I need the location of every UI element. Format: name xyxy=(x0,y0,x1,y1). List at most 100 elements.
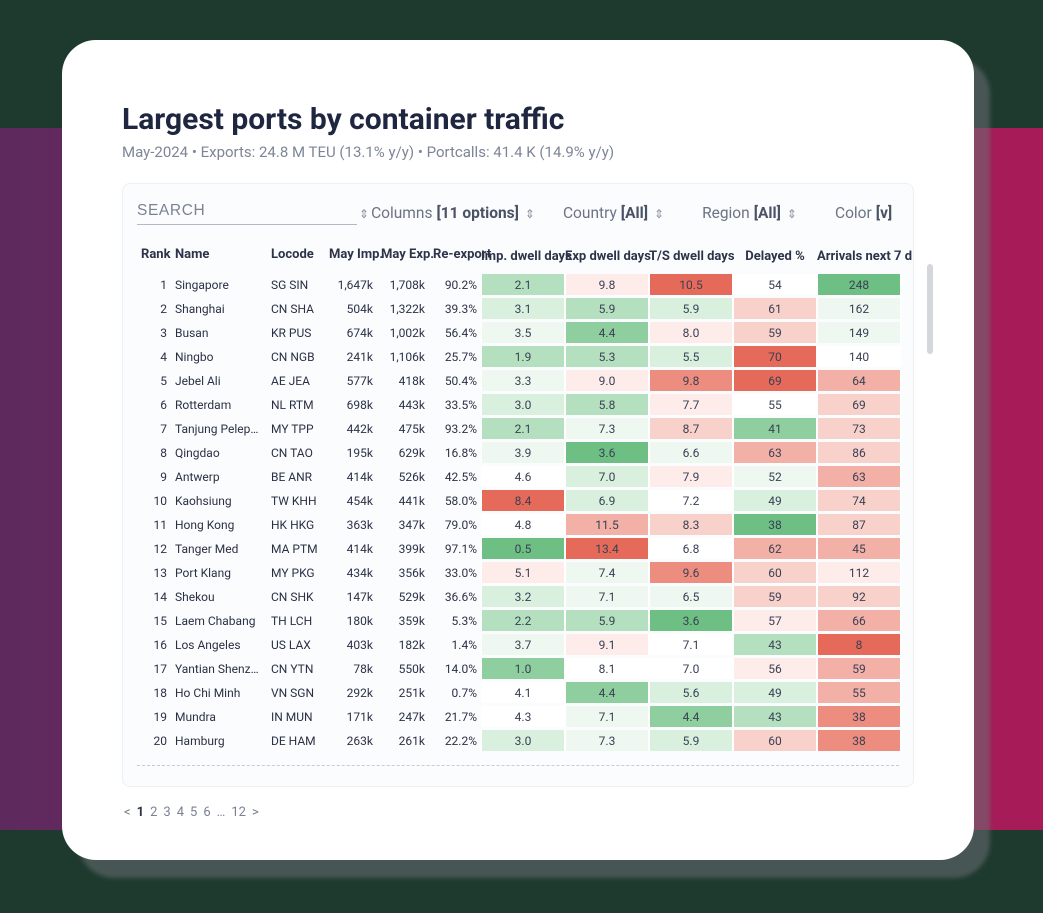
heat-cell: 8.0 xyxy=(649,322,733,343)
cell-rank: 11 xyxy=(137,513,171,537)
col-header-exp_dd[interactable]: Exp dwell days xyxy=(565,241,649,273)
cell-name: Laem Chabang xyxy=(171,609,267,633)
table-row[interactable]: 14ShekouCN SHK147k529k36.6%3.27.16.55992 xyxy=(137,585,901,609)
pager-prev[interactable]: < xyxy=(124,805,131,820)
heat-cell: 60 xyxy=(733,562,817,583)
cell-locode: TW KHH xyxy=(267,489,325,513)
cell-mimp: 674k xyxy=(325,321,377,345)
cell-imp_dd: 3.0 xyxy=(481,729,565,753)
heat-cell: 248 xyxy=(817,274,901,295)
table-row[interactable]: 3BusanKR PUS674k1,002k56.4%3.54.48.05914… xyxy=(137,321,901,345)
table-row[interactable]: 2ShanghaiCN SHA504k1,322k39.3%3.15.95.96… xyxy=(137,297,901,321)
table-row[interactable]: 16Los AngelesUS LAX403k182k1.4%3.79.17.1… xyxy=(137,633,901,657)
col-header-name[interactable]: Name xyxy=(171,241,267,273)
cell-ts_dd: 7.1 xyxy=(649,633,733,657)
heat-cell: 57 xyxy=(733,610,817,631)
cell-exp_dd: 9.8 xyxy=(565,273,649,297)
table-row[interactable]: 5Jebel AliAE JEA577k418k50.4%3.39.09.869… xyxy=(137,369,901,393)
col-header-imp_dd[interactable]: Imp. dwell days xyxy=(481,241,565,273)
cell-mexp: 475k xyxy=(377,417,429,441)
cell-name: Port Klang xyxy=(171,561,267,585)
heat-cell: 5.6 xyxy=(649,682,733,703)
pager-page[interactable]: 2 xyxy=(150,805,157,820)
table-row[interactable]: 13Port KlangMY PKG434k356k33.0%5.17.49.6… xyxy=(137,561,901,585)
pager-page[interactable]: 4 xyxy=(177,805,184,820)
table-row[interactable]: 18Ho Chi MinhVN SGN292k251k0.7%4.14.45.6… xyxy=(137,681,901,705)
col-header-ts_dd[interactable]: T/S dwell days xyxy=(649,241,733,273)
table-row[interactable]: 1SingaporeSG SIN1,647k1,708k90.2%2.19.81… xyxy=(137,273,901,297)
heat-cell: 8.1 xyxy=(565,658,649,679)
cell-exp_dd: 5.3 xyxy=(565,345,649,369)
cell-imp_dd: 3.9 xyxy=(481,441,565,465)
pager-page[interactable]: 12 xyxy=(231,805,246,820)
cell-exp_dd: 5.9 xyxy=(565,609,649,633)
table-row[interactable]: 4NingboCN NGB241k1,106k25.7%1.95.35.5701… xyxy=(137,345,901,369)
cell-reexp: 50.4% xyxy=(429,369,481,393)
cell-locode: US LAX xyxy=(267,633,325,657)
cell-mexp: 418k xyxy=(377,369,429,393)
heat-cell: 59 xyxy=(733,586,817,607)
table-row[interactable]: 10KaohsiungTW KHH454k441k58.0%8.46.97.24… xyxy=(137,489,901,513)
col-header-rank[interactable]: Rank xyxy=(137,241,171,273)
col-header-locode[interactable]: Locode xyxy=(267,241,325,273)
table-row[interactable]: 19MundraIN MUN171k247k21.7%4.37.14.44338 xyxy=(137,705,901,729)
heat-cell: 5.9 xyxy=(649,298,733,319)
color-filter[interactable]: Color [v] xyxy=(835,204,892,222)
cell-reexp: 22.2% xyxy=(429,729,481,753)
region-filter[interactable]: Region [All] xyxy=(702,204,799,222)
heat-cell: 59 xyxy=(733,322,817,343)
cell-name: Yantian Shenzhen xyxy=(171,657,267,681)
heat-cell: 41 xyxy=(733,418,817,439)
pager-next[interactable]: > xyxy=(252,805,259,820)
heat-cell: 3.6 xyxy=(565,442,649,463)
table-row[interactable]: 12Tanger MedMA PTM414k399k97.1%0.513.46.… xyxy=(137,537,901,561)
columns-filter[interactable]: Columns [11 options] xyxy=(371,204,537,222)
col-header-mexp[interactable]: May Exp. xyxy=(377,241,429,273)
heat-cell: 6.6 xyxy=(649,442,733,463)
cell-rank: 20 xyxy=(137,729,171,753)
table-row[interactable]: 20HamburgDE HAM263k261k22.2%3.07.35.9603… xyxy=(137,729,901,753)
cell-mimp: 180k xyxy=(325,609,377,633)
pager-page[interactable]: 5 xyxy=(190,805,197,820)
pager-page[interactable]: 3 xyxy=(163,805,170,820)
table-body: 1SingaporeSG SIN1,647k1,708k90.2%2.19.81… xyxy=(137,273,901,753)
heat-cell: 59 xyxy=(817,658,901,679)
heat-cell: 55 xyxy=(817,682,901,703)
table-row[interactable]: 9AntwerpBE ANR414k526k42.5%4.67.07.95263 xyxy=(137,465,901,489)
country-filter[interactable]: Country [All] xyxy=(563,204,666,222)
col-header-reexp[interactable]: Re-export xyxy=(429,241,481,273)
scrollbar-thumb[interactable] xyxy=(927,264,933,354)
cell-mimp: 454k xyxy=(325,489,377,513)
table-row[interactable]: 6RotterdamNL RTM698k443k33.5%3.05.87.755… xyxy=(137,393,901,417)
table-row[interactable]: 7Tanjung PelepasMY TPP442k475k93.2%2.17.… xyxy=(137,417,901,441)
cell-name: Hamburg xyxy=(171,729,267,753)
table-row[interactable]: 17Yantian ShenzhenCN YTN78k550k14.0%1.08… xyxy=(137,657,901,681)
table-row[interactable]: 11Hong KongHK HKG363k347k79.0%4.811.58.3… xyxy=(137,513,901,537)
table-row[interactable]: 15Laem ChabangTH LCH180k359k5.3%2.25.93.… xyxy=(137,609,901,633)
cell-mexp: 1,708k xyxy=(377,273,429,297)
col-header-delayed[interactable]: Delayed % xyxy=(733,241,817,273)
cell-exp_dd: 7.3 xyxy=(565,417,649,441)
pager-page[interactable]: … xyxy=(217,805,226,820)
heat-cell: 7.2 xyxy=(649,490,733,511)
table-row[interactable]: 8QingdaoCN TAO195k629k16.8%3.93.66.66386 xyxy=(137,441,901,465)
heat-cell: 52 xyxy=(733,466,817,487)
cell-mimp: 292k xyxy=(325,681,377,705)
cell-ts_dd: 10.5 xyxy=(649,273,733,297)
sort-icon[interactable] xyxy=(357,204,371,222)
cell-rank: 14 xyxy=(137,585,171,609)
cell-mexp: 359k xyxy=(377,609,429,633)
cell-name: Qingdao xyxy=(171,441,267,465)
col-header-mimp[interactable]: May Imp. xyxy=(325,241,377,273)
col-header-arr7[interactable]: Arrivals next 7 d xyxy=(817,241,901,273)
heat-cell: 38 xyxy=(817,730,901,751)
heat-cell: 4.8 xyxy=(481,514,565,535)
pager-page[interactable]: 1 xyxy=(137,805,144,820)
heat-cell: 4.4 xyxy=(565,322,649,343)
search-input[interactable] xyxy=(137,200,357,225)
heat-cell: 7.3 xyxy=(565,418,649,439)
cell-exp_dd: 5.9 xyxy=(565,297,649,321)
heat-cell: 6.8 xyxy=(649,538,733,559)
heat-cell: 64 xyxy=(817,370,901,391)
pager-page[interactable]: 6 xyxy=(203,805,210,820)
